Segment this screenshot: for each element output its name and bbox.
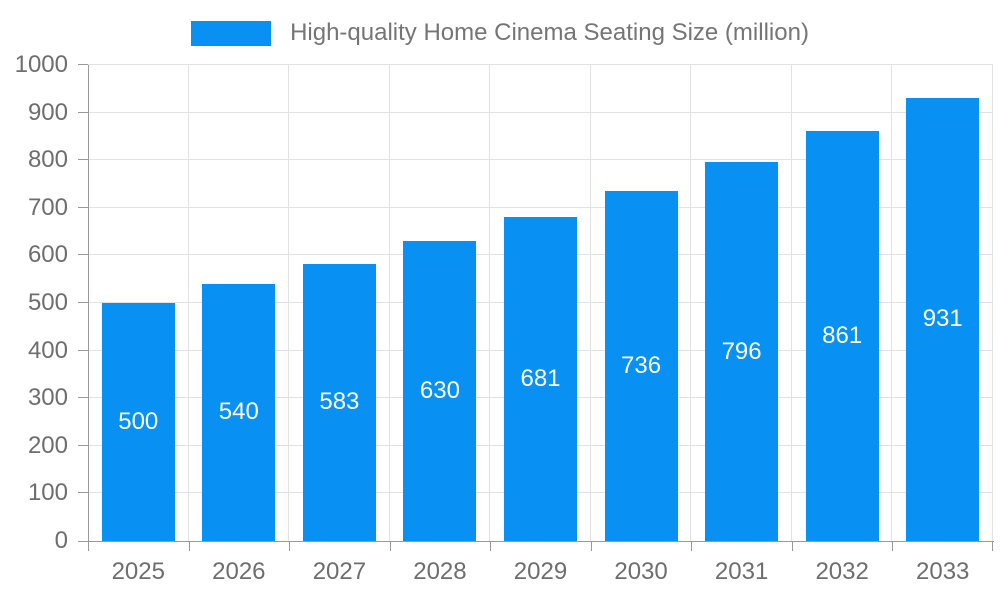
- gridline-vertical: [288, 65, 289, 541]
- y-axis-tick-label: 0: [54, 527, 68, 554]
- gridline-vertical: [992, 65, 993, 541]
- bar-2026[interactable]: 540: [202, 283, 276, 541]
- y-axis-tick: [78, 492, 88, 494]
- x-axis-tick-label: 2028: [413, 558, 467, 585]
- x-axis-tick-label: 2025: [111, 558, 165, 585]
- bar-value-label: 583: [319, 388, 360, 416]
- x-axis-tick: [691, 541, 692, 551]
- x-axis-tick: [490, 541, 491, 551]
- bar-value-label: 540: [218, 398, 259, 426]
- bar-value-label: 681: [520, 364, 561, 392]
- gridline-vertical: [891, 65, 892, 541]
- x-axis-tick: [189, 541, 190, 551]
- y-axis-tick-label: 700: [27, 193, 68, 221]
- gridline-vertical: [690, 65, 691, 541]
- y-axis-tick-label: 800: [27, 146, 68, 174]
- y-axis-line: [88, 65, 89, 541]
- y-axis-tick: [78, 302, 88, 303]
- bar-value-label: 736: [621, 351, 662, 379]
- x-axis-tick: [591, 541, 592, 551]
- y-axis-tick-label: 200: [27, 431, 68, 459]
- y-axis-tick: [78, 349, 88, 351]
- legend-swatch: [191, 20, 272, 46]
- bar-value-label: 630: [419, 377, 460, 405]
- x-axis-tick-label: 2032: [815, 558, 869, 585]
- x-axis-tick-label: 2030: [614, 558, 668, 585]
- y-axis-tick: [78, 254, 88, 256]
- bar-2031[interactable]: 796: [705, 162, 779, 541]
- x-axis-line: [88, 541, 994, 542]
- x-axis-tick-label: 2026: [212, 558, 266, 585]
- x-axis-tick: [892, 541, 893, 551]
- gridline-vertical: [489, 65, 490, 541]
- y-axis-tick: [78, 111, 88, 113]
- y-axis-tick-label: 300: [27, 384, 68, 412]
- bar-2028[interactable]: 630: [403, 241, 477, 541]
- x-axis-tick-label: 2031: [714, 558, 769, 585]
- x-axis-labels: 2025 2026 2027 2028 2029 2030 2031 2032 2033: [88, 558, 993, 588]
- y-axis-tick: [78, 159, 88, 161]
- gridline-vertical: [188, 65, 189, 541]
- y-axis-tick-label: 600: [27, 241, 68, 269]
- bar-value-label: 931: [922, 305, 963, 333]
- gridline-horizontal: [88, 159, 993, 161]
- y-axis-tick-label: 100: [27, 479, 68, 507]
- y-axis-tick: [78, 444, 88, 446]
- chart-legend[interactable]: High-quality Home Cinema Seating Size (m…: [0, 19, 1000, 47]
- x-axis-tick: [390, 541, 391, 551]
- bar-2033[interactable]: 931: [906, 97, 980, 541]
- y-axis-tick: [78, 64, 88, 65]
- y-axis-tick: [78, 541, 88, 542]
- y-axis-tick: [78, 397, 88, 399]
- bar-2032[interactable]: 861: [805, 131, 879, 541]
- gridline-vertical: [791, 65, 792, 541]
- y-axis-tick-label: 900: [27, 98, 68, 126]
- bar-2027[interactable]: 583: [302, 263, 376, 541]
- bar-2030[interactable]: 736: [604, 190, 678, 541]
- gridline-vertical: [389, 65, 390, 541]
- x-axis-tick-label: 2029: [513, 558, 568, 585]
- plot-area: 500 540 583 630 681 736 796 861 931: [78, 64, 993, 551]
- y-axis-tick-label: 1000: [14, 51, 68, 78]
- bar-value-label: 500: [118, 408, 159, 435]
- gridline-horizontal: [88, 64, 993, 65]
- gridline-vertical: [590, 65, 591, 541]
- x-axis-tick: [992, 541, 993, 551]
- x-axis-tick: [88, 541, 89, 551]
- x-axis-tick-label: 2027: [312, 558, 367, 585]
- x-axis-tick: [289, 541, 290, 551]
- x-axis-tick-label: 2033: [916, 558, 970, 585]
- y-axis-tick-label: 500: [27, 289, 68, 316]
- bar-value-label: 796: [721, 337, 762, 365]
- bar-value-label: 861: [822, 322, 863, 350]
- y-axis-tick-label: 400: [27, 336, 68, 364]
- x-axis-tick: [792, 541, 793, 551]
- gridline-horizontal: [88, 206, 993, 208]
- gridline-horizontal: [88, 111, 993, 113]
- bar-2025[interactable]: 500: [101, 303, 175, 541]
- legend-label: High-quality Home Cinema Seating Size (m…: [290, 19, 809, 46]
- y-axis-labels: 0 100 200 300 400 500 600 700 800 900 1000: [0, 51, 68, 554]
- y-axis-tick: [78, 206, 88, 208]
- bar-2029[interactable]: 681: [504, 216, 577, 541]
